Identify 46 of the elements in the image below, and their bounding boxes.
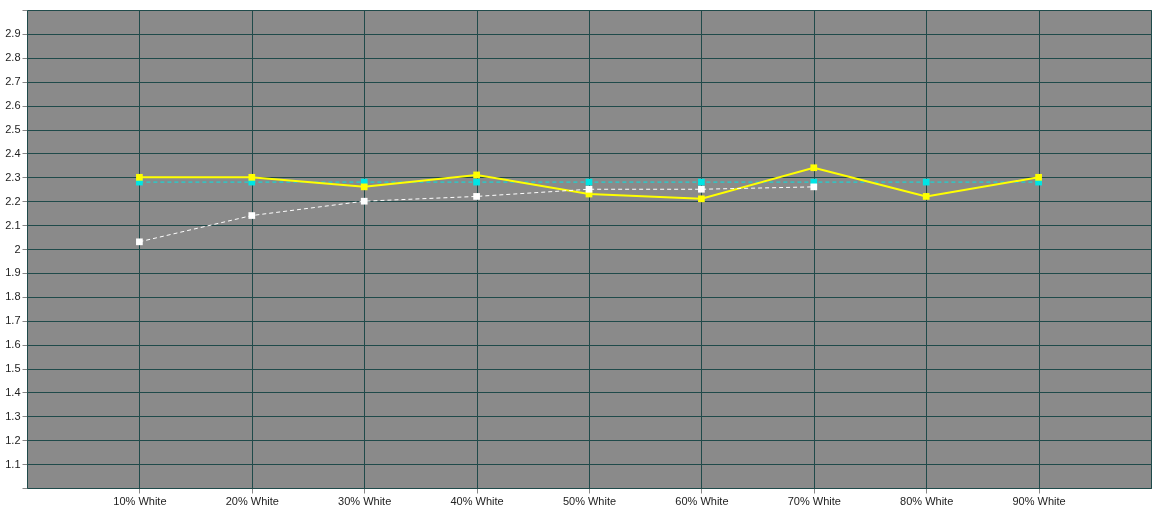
- y-tick-label: 2.6: [5, 99, 21, 112]
- point: [810, 183, 818, 191]
- x-tick-label: 80% White: [900, 494, 954, 507]
- point: [136, 238, 143, 246]
- point: [810, 164, 818, 172]
- point: [922, 178, 930, 186]
- point: [360, 183, 368, 191]
- point: [1035, 173, 1042, 181]
- y-tick-label: 1.5: [5, 362, 21, 374]
- x-tick-label: 20% White: [225, 494, 279, 507]
- x-tick-label: 70% White: [787, 494, 841, 507]
- x-tick-label: 40% White: [450, 494, 504, 507]
- point: [698, 185, 705, 193]
- y-tick-label: 2.8: [5, 51, 21, 64]
- x-tick-label: 50% White: [562, 494, 617, 507]
- y-tick-label: 1.6: [5, 338, 21, 351]
- point: [585, 185, 593, 193]
- y-tick-label: 2.1: [5, 218, 21, 231]
- y-tick-label: 2.2: [5, 194, 21, 207]
- y-tick-label: 1.9: [5, 266, 21, 279]
- point: [922, 193, 930, 200]
- point: [136, 173, 143, 181]
- point: [360, 197, 368, 205]
- point: [248, 212, 256, 219]
- point: [698, 195, 705, 203]
- y-tick-label: 2.3: [5, 170, 21, 183]
- y-tick-label: 1.8: [5, 290, 21, 303]
- x-tick-label: 60% White: [675, 494, 729, 507]
- point: [248, 173, 256, 181]
- point: [473, 193, 480, 200]
- y-tick-label: 2.9: [5, 27, 21, 40]
- y-tick-label: 1.3: [5, 409, 21, 422]
- point: [698, 178, 705, 186]
- x-tick-label: 10% White: [113, 494, 167, 507]
- point: [473, 171, 480, 179]
- point: [473, 178, 480, 186]
- y-tick-label: 1.2: [5, 433, 21, 446]
- y-tick-label: 2.7: [5, 75, 21, 88]
- x-tick-label: 90% White: [1012, 494, 1066, 507]
- y-tick-label: 1.4: [5, 385, 21, 398]
- y-tick-label: 2: [14, 242, 21, 255]
- y-tick-label: 1.1: [5, 457, 21, 470]
- y-tick-label: 2.4: [5, 146, 21, 159]
- x-tick-label: 30% White: [338, 494, 392, 507]
- y-tick-label: 2.5: [5, 123, 21, 135]
- y-tick-label: 1.7: [5, 314, 21, 327]
